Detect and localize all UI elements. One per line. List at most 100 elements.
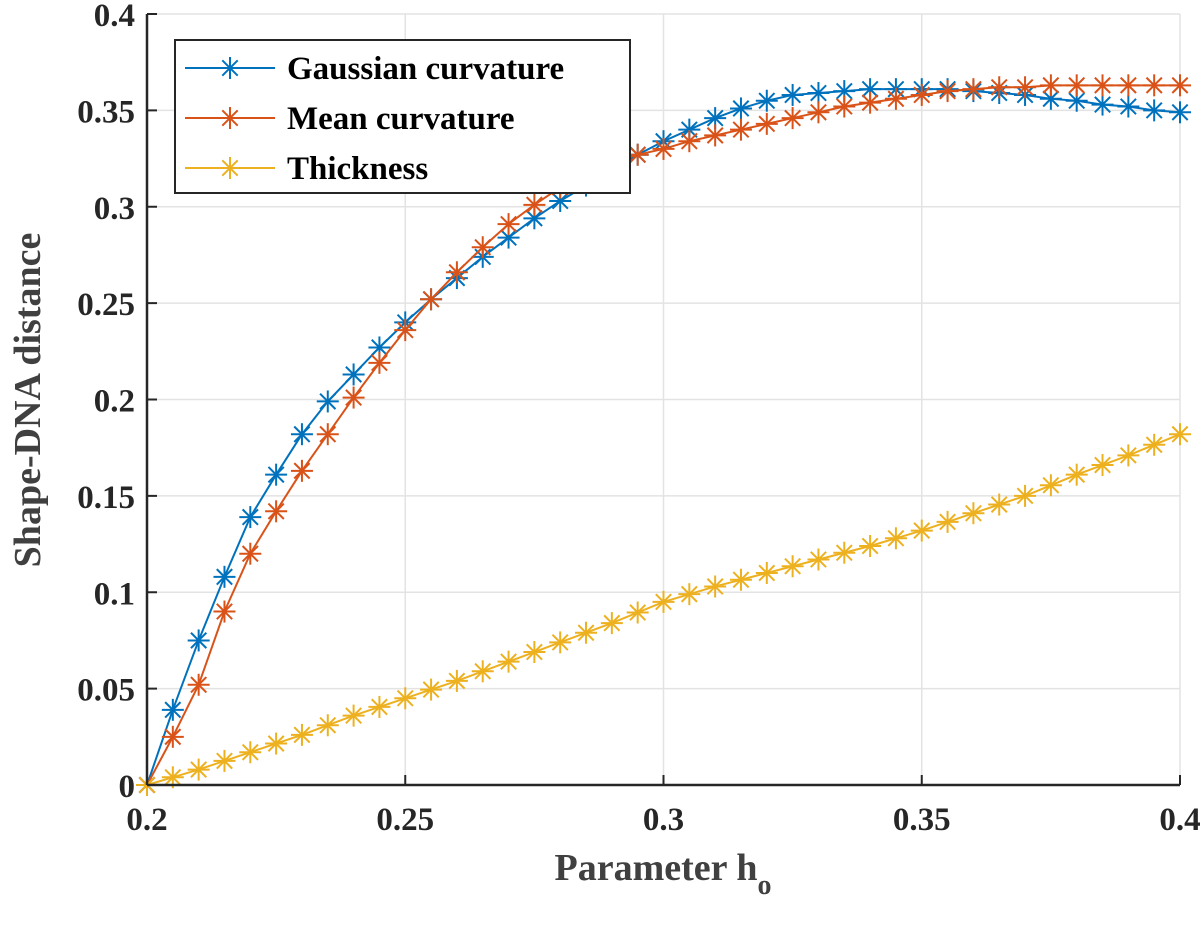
y-tick-label: 0.1 (94, 576, 135, 612)
data-point-marker (290, 459, 313, 482)
legend-label: Gaussian curvature (287, 51, 564, 87)
data-point-marker (1014, 76, 1037, 99)
data-point-marker (1014, 484, 1037, 507)
data-point-marker (807, 548, 830, 571)
legend-label: Mean curvature (287, 101, 515, 137)
data-point-marker (729, 118, 752, 141)
data-point-marker (962, 502, 985, 525)
data-point-marker (962, 78, 985, 101)
data-point-marker (213, 565, 236, 588)
data-point-marker (807, 101, 830, 124)
y-tick-label: 0.15 (77, 480, 135, 516)
data-point-marker (652, 137, 675, 160)
data-point-marker (368, 695, 391, 718)
data-point-marker (833, 95, 856, 118)
data-point-marker (626, 601, 649, 624)
data-point-marker (884, 87, 907, 110)
data-point-marker (342, 363, 365, 386)
data-point-marker (497, 650, 520, 673)
data-point-marker (988, 493, 1011, 516)
data-point-marker (729, 97, 752, 120)
data-point-marker (910, 83, 933, 106)
data-point-marker (342, 704, 365, 727)
data-point-marker (394, 687, 417, 710)
data-point-marker (833, 80, 856, 103)
data-point-marker (884, 527, 907, 550)
y-tick-label: 0.25 (77, 287, 135, 323)
data-point-marker (1039, 87, 1062, 110)
data-point-marker (781, 555, 804, 578)
y-tick-label: 0.4 (94, 0, 135, 34)
axes: 0.2 0.25 0.3 0.35 0.4 0 0.05 0.1 0.15 0.2 0.25 0.3 0… (77, 0, 1200, 838)
data-point-marker (213, 749, 236, 772)
data-point-marker (575, 621, 598, 644)
data-point-marker (161, 698, 184, 721)
data-point-marker (678, 583, 701, 606)
data-point-marker (1039, 74, 1062, 97)
data-point-marker (161, 725, 184, 748)
data-point-marker (704, 107, 727, 130)
data-point-marker (1039, 474, 1062, 497)
data-point-marker (833, 541, 856, 564)
data-point-marker (187, 673, 210, 696)
x-tick-label: 0.3 (643, 802, 684, 838)
data-point-marker (187, 758, 210, 781)
x-tick-label: 0.35 (893, 802, 951, 838)
data-point-marker (704, 124, 727, 147)
data-point-marker (1091, 454, 1114, 477)
data-point-marker (781, 107, 804, 130)
data-point-marker (368, 351, 391, 374)
x-tick-label: 0.2 (126, 802, 167, 838)
data-point-marker (910, 519, 933, 542)
data-point-marker (290, 723, 313, 746)
data-point-marker (936, 510, 959, 533)
legend-marker (219, 57, 241, 79)
legend-item: Mean curvature (185, 101, 515, 137)
data-point-marker (523, 641, 546, 664)
data-point-marker (265, 732, 288, 755)
x-axis-label-subscript: o (757, 870, 771, 901)
data-point-marker (652, 590, 675, 613)
data-point-marker (420, 678, 443, 701)
data-point-marker (471, 236, 494, 259)
data-point-marker (859, 534, 882, 557)
x-axis-label-main: Parameter h (555, 847, 758, 889)
data-point-marker (265, 500, 288, 523)
data-point-marker (1117, 95, 1140, 118)
data-point-marker (1065, 463, 1088, 486)
data-point-marker (988, 76, 1011, 99)
y-tick-label: 0.2 (94, 384, 135, 420)
y-tick-label: 0.3 (94, 191, 135, 227)
data-point-marker (471, 660, 494, 683)
data-point-marker (239, 741, 262, 764)
legend-marker (219, 107, 241, 129)
data-point-marker (1091, 74, 1114, 97)
data-point-marker (316, 423, 339, 446)
data-point-marker (497, 213, 520, 236)
data-point-marker (523, 193, 546, 216)
data-point-marker (316, 714, 339, 737)
data-point-marker (265, 463, 288, 486)
x-axis-label: Parameter ho (555, 847, 772, 901)
data-point-marker (1143, 433, 1166, 456)
data-point-marker (1065, 74, 1088, 97)
legend: Gaussian curvature Mean curvature Thicknes… (174, 39, 631, 194)
data-point-marker (1169, 74, 1191, 97)
data-point-marker (1091, 93, 1114, 116)
series-thickness (136, 423, 1191, 796)
data-point-marker (755, 561, 778, 584)
data-point-marker (549, 631, 572, 654)
data-point-marker (678, 130, 701, 153)
y-tick-label: 0 (119, 769, 136, 805)
data-point-marker (755, 112, 778, 135)
data-point-marker (807, 82, 830, 105)
data-point-marker (729, 568, 752, 591)
legend-item: Thickness (185, 151, 428, 187)
data-point-marker (445, 261, 468, 284)
data-point-marker (394, 319, 417, 342)
data-point-marker (600, 612, 623, 635)
data-point-marker (859, 91, 882, 114)
data-point-marker (342, 386, 365, 409)
legend-label: Thickness (287, 151, 428, 187)
y-tick-label: 0.05 (77, 673, 135, 709)
